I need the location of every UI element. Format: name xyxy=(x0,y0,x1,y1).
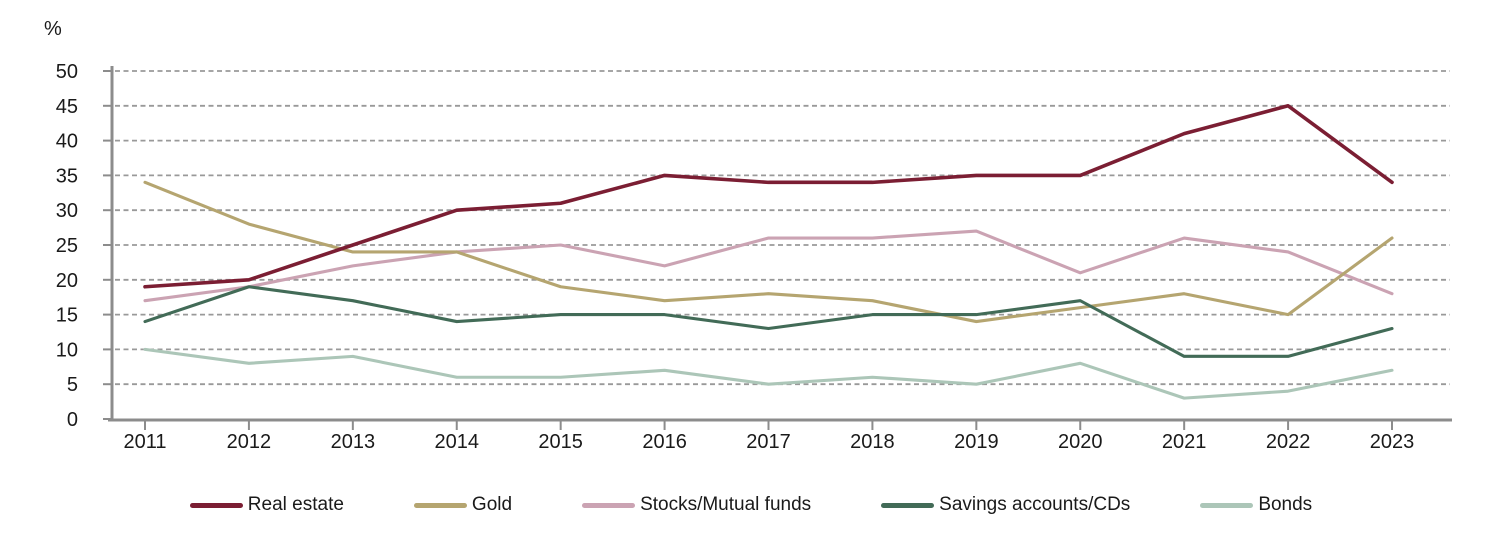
x-axis-tick-label: 2018 xyxy=(850,431,895,453)
y-axis-tick-label: 25 xyxy=(56,235,78,257)
y-axis-tick-label: 15 xyxy=(56,305,78,327)
y-axis-tick-label: 5 xyxy=(67,374,78,396)
y-axis-tick-label: 30 xyxy=(56,200,78,222)
x-axis-tick-label: 2011 xyxy=(123,431,166,453)
legend-label-gold: Gold xyxy=(471,494,513,515)
y-axis-tick-label: 45 xyxy=(56,96,78,118)
series-line-stocks-mutual-funds xyxy=(143,229,1394,303)
y-axis-tick-label: 50 xyxy=(56,61,78,83)
plot-area: 0 5 10 15 20 25 30 35 40 45 50 2011 2012 2013 2014 2015… xyxy=(56,61,1452,453)
legend-swatch-savings-accounts-cds xyxy=(881,502,935,508)
series-line-bonds xyxy=(143,347,1394,400)
legend-swatch-real-estate xyxy=(189,502,243,508)
x-axis-tick-label: 2016 xyxy=(642,431,687,453)
legend-item-stocks-mutual-funds: Stocks/Mutual funds xyxy=(582,494,811,516)
x-axis-tick-label: 2014 xyxy=(435,431,480,453)
legend-label-bonds: Bonds xyxy=(1258,494,1313,515)
series-line-gold xyxy=(143,180,1394,324)
x-axis-tick-label: 2012 xyxy=(227,431,272,453)
y-axis-tick-label: 40 xyxy=(56,131,78,153)
x-axis-tick-label: 2019 xyxy=(954,431,999,453)
legend-label-savings-accounts-cds: Savings accounts/CDs xyxy=(939,494,1131,515)
series-line-real-estate xyxy=(143,104,1394,289)
legend-label-stocks-mutual-funds: Stocks/Mutual funds xyxy=(640,494,812,515)
x-axis-tick-label: 2021 xyxy=(1162,431,1207,453)
x-axis-tick-label: 2022 xyxy=(1266,431,1311,453)
y-axis-unit-label: % xyxy=(44,18,62,40)
x-axis-tick-label: 2023 xyxy=(1370,431,1415,453)
legend-swatch-bonds xyxy=(1200,502,1254,508)
x-axis-tick-label: 2020 xyxy=(1058,431,1103,453)
y-axis-tick-label: 0 xyxy=(67,409,78,431)
chart-legend: Real estate Gold Stocks/Mutual funds Saving… xyxy=(0,494,1502,516)
x-axis-tick-label: 2015 xyxy=(538,431,583,453)
y-axis-tick-label: 35 xyxy=(56,165,78,187)
legend-item-bonds: Bonds xyxy=(1200,494,1312,516)
legend-swatch-stocks-mutual-funds xyxy=(582,502,636,508)
x-axis-tick-label: 2013 xyxy=(331,431,376,453)
legend-swatch-gold xyxy=(413,502,467,508)
x-axis-tick-label: 2017 xyxy=(746,431,791,453)
y-axis-tick-label: 10 xyxy=(56,339,78,361)
legend-item-savings-accounts-cds: Savings accounts/CDs xyxy=(881,494,1130,516)
legend-label-real-estate: Real estate xyxy=(247,494,344,515)
y-axis-tick-label: 20 xyxy=(56,270,78,292)
legend-item-gold: Gold xyxy=(413,494,513,516)
series-line-savings-accounts-cds xyxy=(143,285,1394,358)
legend-item-real-estate: Real estate xyxy=(189,494,344,516)
